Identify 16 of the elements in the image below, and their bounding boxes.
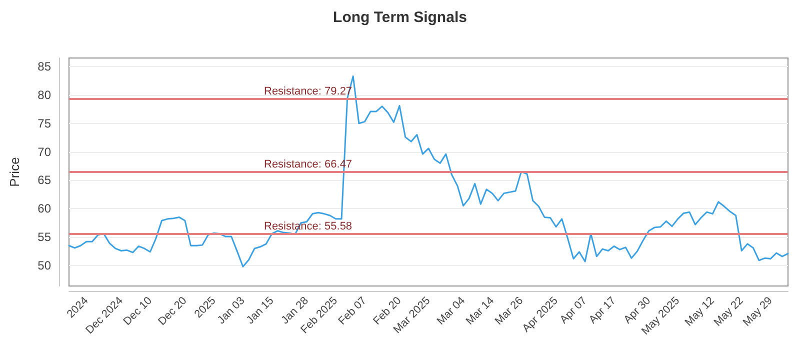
y-tick-label: 65: [38, 173, 52, 188]
y-tick-label: 85: [38, 60, 52, 74]
x-tick-label: Apr 07: [558, 294, 590, 326]
x-tick-label: Dec 10: [121, 294, 154, 328]
y-tick-label: 80: [38, 88, 52, 102]
x-tick-label: Feb 07: [336, 294, 369, 328]
y-tick-label: 50: [38, 258, 52, 273]
y-axis-title: Price: [7, 157, 22, 187]
line-series: [68, 75, 789, 268]
y-tick-label: 70: [38, 144, 52, 159]
x-tick-label: Dec 20: [156, 294, 190, 328]
chart-title: Long Term Signals: [333, 9, 467, 26]
y-tick-label: 75: [38, 116, 52, 130]
x-tick-label: Apr 17: [586, 294, 618, 326]
y-tick-label: 60: [38, 202, 52, 216]
y-tick-label: 55: [38, 230, 52, 244]
